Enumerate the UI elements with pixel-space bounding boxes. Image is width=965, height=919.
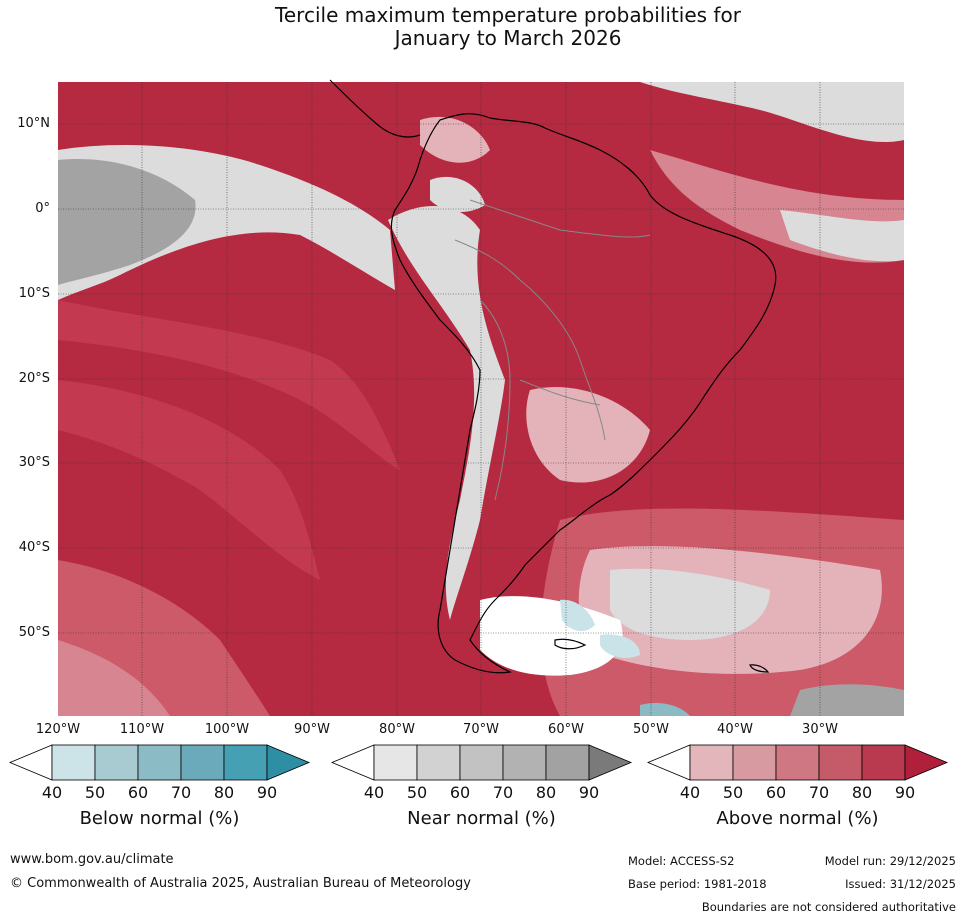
coastline <box>329 79 777 674</box>
colorbar-tick-label: 50 <box>406 783 428 802</box>
lat-label-30s: 30°S <box>18 455 50 470</box>
southeast-near-normal <box>790 684 904 716</box>
lat-label-10s: 10°S <box>18 286 50 301</box>
colorbar-upper-extension <box>588 744 633 781</box>
colorbar-segment <box>775 744 820 781</box>
colorbar-tick-label: 80 <box>851 783 873 802</box>
lon-label-50w: 50°W <box>633 722 669 737</box>
central-south-america-above-50 <box>526 386 650 483</box>
colorbar-title-below: Below normal (%) <box>79 808 240 829</box>
colorbar-tick-label: 50 <box>84 783 106 802</box>
colorbar-segment <box>732 744 777 781</box>
colorbar-tick-label: 50 <box>722 783 744 802</box>
colorbar-tick-label: 90 <box>256 783 278 802</box>
colorbar-segment <box>94 744 139 781</box>
lon-label-60w: 60°W <box>548 722 584 737</box>
below-normal-patch-2 <box>600 634 640 659</box>
colorbar-below <box>8 744 311 781</box>
colorbar-tick-label: 60 <box>449 783 471 802</box>
boundaries-disclaimer: Boundaries are not considered authoritat… <box>701 900 956 914</box>
colorbar-tick-label: 90 <box>894 783 916 802</box>
colorbar-tick-label: 60 <box>127 783 149 802</box>
colorbar-tick-label: 80 <box>213 783 235 802</box>
base-period: Base period: 1981-2018 <box>628 877 767 891</box>
model-name: Model: ACCESS-S2 <box>628 854 735 868</box>
atlantic-near-normal-band <box>780 210 904 262</box>
below-normal-patch <box>560 599 595 632</box>
lat-label-10n: 10°N <box>17 116 50 131</box>
title-line-1: Tercile maximum temperature probabilitie… <box>275 3 741 27</box>
colorbar-segment <box>416 744 461 781</box>
colorbar-tick-label: 70 <box>808 783 830 802</box>
lon-label-120w: 120°W <box>35 722 81 737</box>
caribbean-above-50 <box>420 116 490 163</box>
colorbar-segment <box>861 744 906 781</box>
model-run-date: Model run: 29/12/2025 <box>824 854 956 868</box>
lon-label-90w: 90°W <box>294 722 330 737</box>
lon-label-80w: 80°W <box>379 722 415 737</box>
lat-label-20s: 20°S <box>18 371 50 386</box>
lat-label-40s: 40°S <box>18 540 50 555</box>
colorbar-tick-label: 60 <box>765 783 787 802</box>
pacific-above-80-band <box>58 300 400 470</box>
colorbar-title-above: Above normal (%) <box>716 808 879 829</box>
colorbar-tick-label: 40 <box>679 783 701 802</box>
colorbar-segment <box>373 744 418 781</box>
lon-label-100w: 100°W <box>204 722 250 737</box>
colorbar-tick-label: 70 <box>170 783 192 802</box>
colorbar-tick-label: 40 <box>41 783 63 802</box>
south-atlantic-near-normal <box>610 568 770 640</box>
lon-label-30w: 30°W <box>802 722 838 737</box>
lon-label-40w: 40°W <box>717 722 753 737</box>
website-link[interactable]: www.bom.gov.au/climate <box>10 852 174 867</box>
colorbar-segment <box>502 744 547 781</box>
lat-label-0: 0° <box>35 201 50 216</box>
map-gridlines <box>58 82 904 716</box>
colorbar-segment <box>459 744 504 781</box>
colorbar-tick-label: 70 <box>492 783 514 802</box>
colorbar-above <box>646 744 949 781</box>
colorbar-lower-extension <box>646 744 691 781</box>
north-atlantic-near-normal <box>640 82 904 143</box>
pacific-above-80-band-south <box>58 380 320 580</box>
colorbar-segment <box>545 744 590 781</box>
title-line-2: January to March 2026 <box>394 26 622 50</box>
pacific-near-normal-core <box>58 159 196 285</box>
colorbar-segment <box>689 744 734 781</box>
andes-near-normal-strip <box>388 206 505 621</box>
colorbar-segment <box>818 744 863 781</box>
colorbar-tick-label: 40 <box>363 783 385 802</box>
below-normal-patch-3 <box>640 703 690 716</box>
chart-title: Tercile maximum temperature probabilitie… <box>0 4 965 50</box>
colorbar-near <box>330 744 633 781</box>
colorbar-segment <box>180 744 225 781</box>
lat-label-50s: 50°S <box>18 625 50 640</box>
colorbar-title-near: Near normal (%) <box>407 808 556 829</box>
colorbar-segment <box>51 744 96 781</box>
northern-andes-near-normal <box>430 176 485 212</box>
colorbar-lower-extension <box>8 744 53 781</box>
colorbar-segment <box>137 744 182 781</box>
colorbar-upper-extension <box>904 744 949 781</box>
issued-date: Issued: 31/12/2025 <box>845 877 956 891</box>
colorbar-segment <box>223 744 268 781</box>
colorbar-lower-extension <box>330 744 375 781</box>
lon-label-70w: 70°W <box>463 722 499 737</box>
lon-label-110w: 110°W <box>119 722 165 737</box>
copyright-text: © Commonwealth of Australia 2025, Austra… <box>10 876 471 891</box>
colorbar-tick-label: 80 <box>535 783 557 802</box>
country-borders <box>454 199 651 501</box>
colorbar-tick-label: 90 <box>578 783 600 802</box>
colorbar-upper-extension <box>266 744 311 781</box>
